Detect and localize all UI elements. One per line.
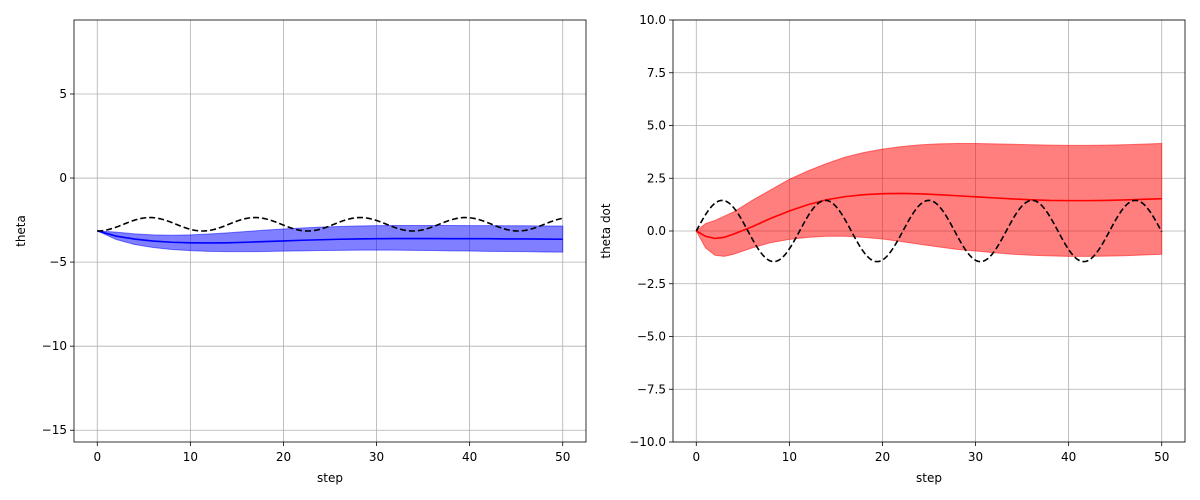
y-tick-label-5: −2.5 bbox=[637, 277, 666, 291]
y-tick-label-8: −10.0 bbox=[629, 435, 666, 449]
y-tick-label-1: 7.5 bbox=[647, 66, 666, 80]
x-tick-label-3: 30 bbox=[369, 450, 384, 464]
x-tick-label-4: 40 bbox=[1061, 450, 1076, 464]
x-tick-label-2: 20 bbox=[276, 450, 291, 464]
panel0-mean-line bbox=[97, 230, 563, 244]
y-tick-label-2: −5 bbox=[49, 255, 67, 269]
panel1-reference-line bbox=[695, 199, 1163, 263]
y-tick-label-7: −7.5 bbox=[637, 382, 666, 396]
y-tick-label-0: 5 bbox=[59, 87, 67, 101]
y-tick-label-3: 2.5 bbox=[647, 171, 666, 185]
x-tick-label-0: 0 bbox=[93, 450, 101, 464]
y-tick-label-4: 0.0 bbox=[647, 224, 666, 238]
x-tick-label-5: 50 bbox=[555, 450, 570, 464]
x-tick-label-4: 40 bbox=[462, 450, 477, 464]
x-tick-label-3: 30 bbox=[968, 450, 983, 464]
x-tick-label-5: 50 bbox=[1154, 450, 1169, 464]
y-tick-label-6: −5.0 bbox=[637, 330, 666, 344]
panel0-y-axis-label: theta bbox=[14, 215, 28, 247]
panel0-x-axis-label: step bbox=[317, 471, 343, 485]
x-tick-label-0: 0 bbox=[692, 450, 700, 464]
theta-dot-chart: 0 10 20 30 40 50 10.0 7.5 5.0 2.5 0.0 −2.5 −5.0 −7.5 −… bbox=[599, 13, 1186, 485]
panel1-x-axis-label: step bbox=[916, 471, 942, 485]
y-tick-label-0: 10.0 bbox=[639, 13, 666, 27]
x-tick-label-2: 20 bbox=[875, 450, 890, 464]
y-tick-label-2: 5.0 bbox=[647, 119, 666, 133]
panel0-axes-frame bbox=[73, 19, 587, 443]
x-tick-label-1: 10 bbox=[782, 450, 797, 464]
y-tick-label-4: −15 bbox=[42, 423, 67, 437]
x-tick-label-1: 10 bbox=[183, 450, 198, 464]
y-tick-label-1: 0 bbox=[59, 171, 67, 185]
panel1-y-axis-label: theta dot bbox=[599, 203, 613, 259]
panel1-mean-line bbox=[695, 192, 1162, 240]
y-tick-label-3: −10 bbox=[42, 339, 67, 353]
